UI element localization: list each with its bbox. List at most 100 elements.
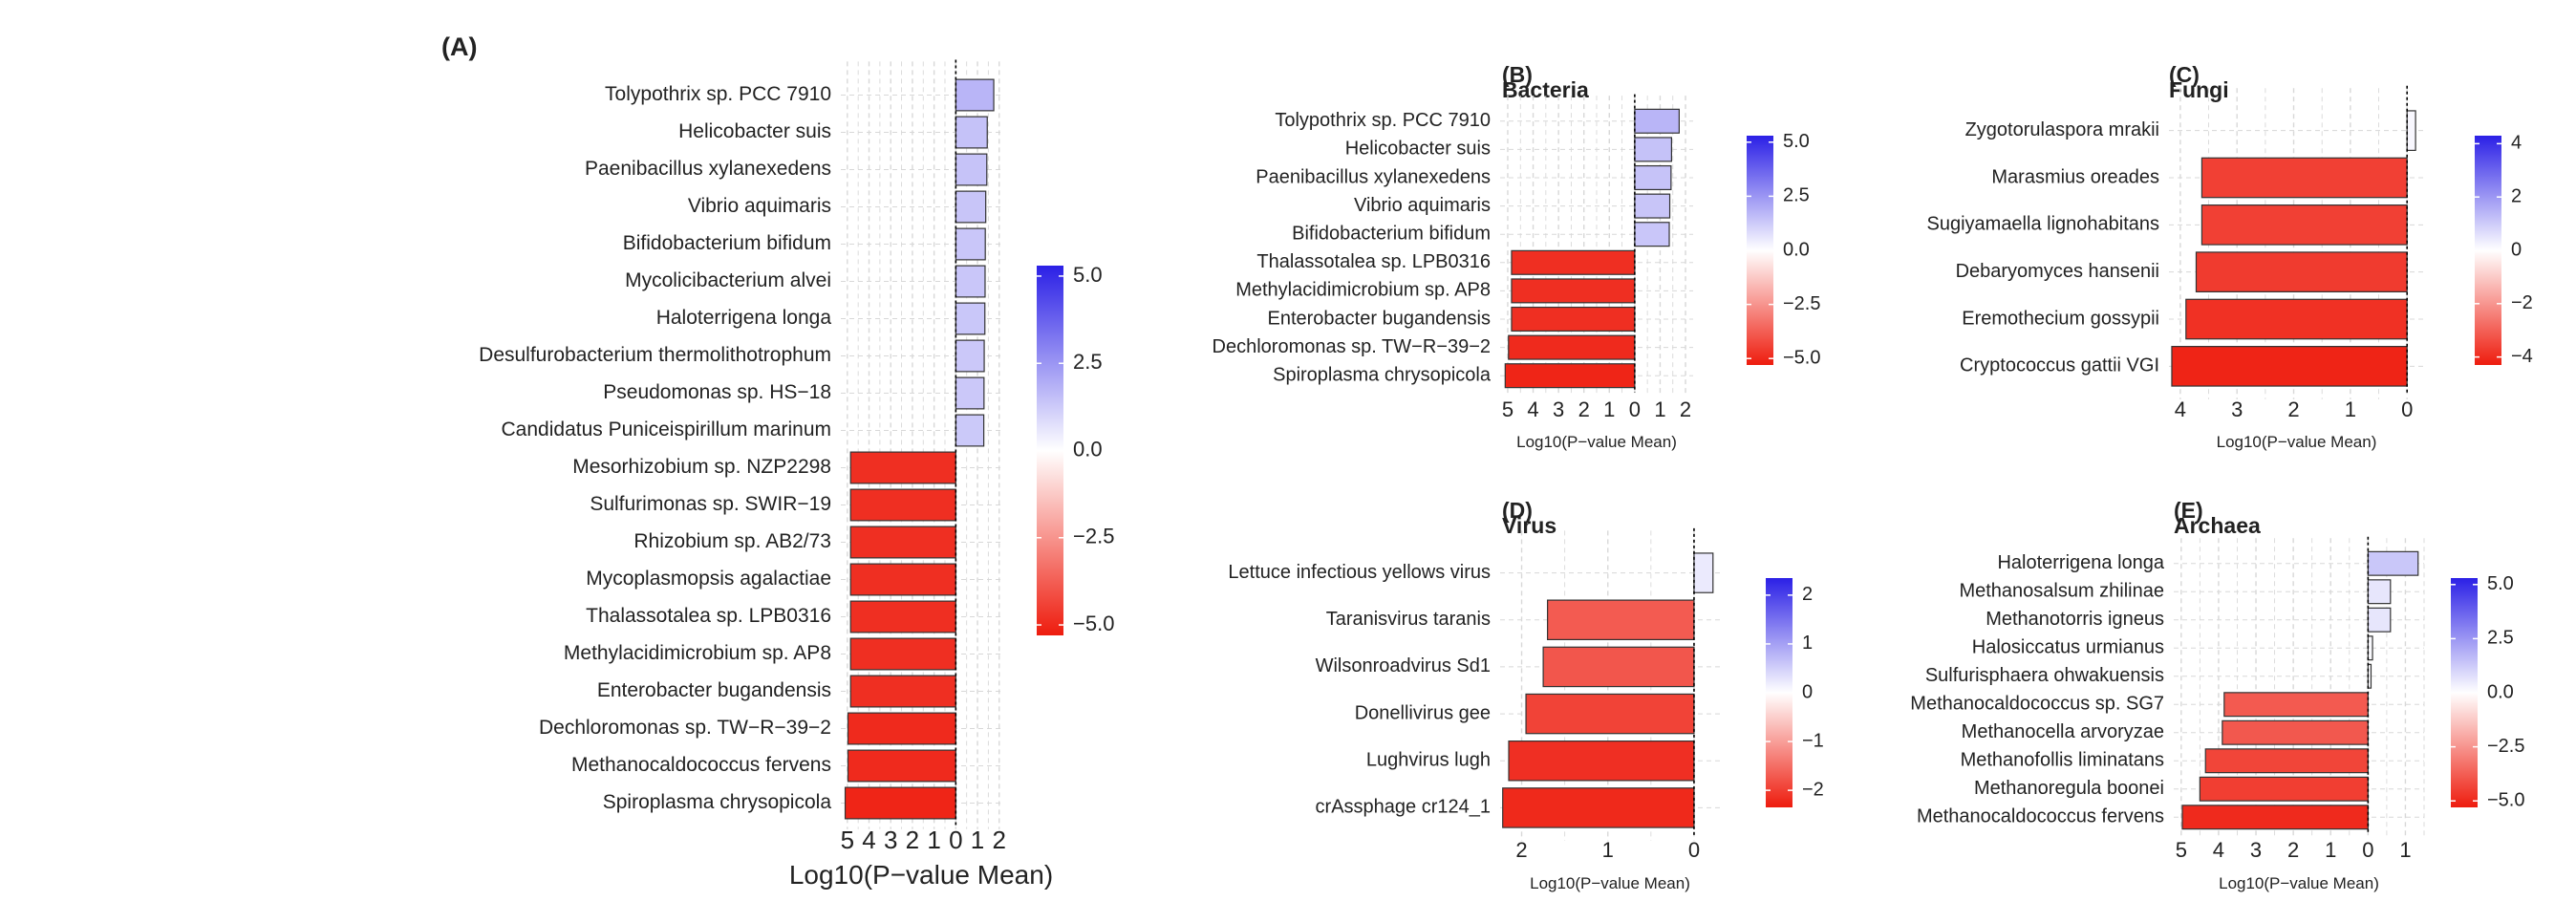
category-label: Methanocaldococcus sp. SG7 [1910,694,2164,715]
bar-debaryomyces-hansenii [2195,251,2408,292]
category-label: Helicobacter suis [678,120,831,142]
bar-vibrio-aquimaris [955,190,987,224]
bar-methanocaldococcus-fervens [2181,805,2369,830]
bar-donellivirus-gee [1525,693,1695,735]
category-label: Methanocaldococcus fervens [571,754,831,776]
x-axis-title: Log10(P−value Mean) [1530,874,1690,892]
bar-dechloromonas-sp-tw-r-39-2 [1508,334,1636,360]
panel-title: Virus [1502,513,1556,538]
x-tick-label: 5 [1502,397,1513,421]
category-label: Methanofollis liminatans [1961,750,2164,771]
bar-paenibacillus-xylanexedens [1634,164,1672,191]
bar-sulfurimonas-sp-swir-19 [849,488,956,522]
bar-thalassotalea-sp-lpb0316 [1511,249,1636,275]
category-label: crAssphage cr124_1 [1316,797,1491,818]
bar-methanotorris-igneus [2367,607,2392,633]
category-label: Cryptococcus gattii VGI [1960,355,2159,376]
x-tick-label: 2 [2287,838,2299,862]
bar-mycoplasmopsis-agalactiae [849,563,956,596]
category-label: Thalassotalea sp. LPB0316 [1256,251,1491,272]
category-label: Helicobacter suis [1345,139,1491,160]
category-label: Mycolicibacterium alvei [625,269,831,291]
x-tick-label: 3 [1553,397,1564,421]
x-tick-label: 0 [2401,397,2413,421]
category-label: Mycoplasmopsis agalactiae [586,568,831,590]
bar-mycolicibacterium-alvei [955,265,986,298]
bar-helicobacter-suis [1634,137,1673,162]
bar-lughvirus-lugh [1508,740,1695,782]
bar-thalassotalea-sp-lpb0316 [849,600,956,633]
bar-haloterrigena-longa [955,302,986,335]
panel-label: (D) [1502,498,1533,523]
category-label: Rhizobium sp. AB2/73 [633,530,831,552]
x-tick-label: 1 [1603,397,1615,421]
bar-wilsonroadvirus-sd1 [1542,646,1695,688]
category-label: Methanosalsum zhilinae [1959,581,2164,602]
category-label: Donellivirus gee [1355,702,1491,723]
category-label: Mesorhizobium sp. NZP2298 [572,456,831,478]
x-tick-label: 5 [2176,838,2187,862]
bar-methylacidimicrobium-sp-ap8 [1511,278,1636,304]
category-label: Halosiccatus urmianus [1972,637,2164,658]
panel-label: (C) [2169,62,2200,87]
x-tick-label: 1 [927,826,940,854]
legend-tick-label: −5.0 [1783,347,1820,368]
bar-spiroplasma-chrysopicola [844,786,956,820]
category-label: Sulfurimonas sp. SWIR−19 [590,493,831,515]
bar-methanocella-arvoryzae [2222,719,2369,745]
category-label: Taranisvirus taranis [1326,609,1491,630]
legend-tick-label: 0 [2511,239,2522,260]
legend-tick-label: 1 [1802,633,1813,654]
category-label: Methylacidimicrobium sp. AP8 [1235,280,1491,301]
category-label: Tolypothrix sp. PCC 7910 [1275,110,1491,131]
category-label: Tolypothrix sp. PCC 7910 [605,83,831,105]
legend-tick-label: −2.5 [2487,736,2524,757]
legend-tick-label: −5.0 [1073,612,1114,635]
bar-methanosalsum-zhilinae [2367,579,2392,605]
category-label: Bifidobacterium bifidum [623,232,831,254]
legend-tick-label: 5.0 [2487,573,2514,594]
category-label: Paenibacillus xylanexedens [585,158,831,180]
legend-tick-label: 5.0 [1073,263,1103,287]
x-tick-label: 0 [1629,397,1641,421]
category-label: Bifidobacterium bifidum [1292,223,1491,244]
legend-tick-label: −5.0 [2487,789,2524,810]
bar-rhizobium-sp-ab2-73 [849,526,956,559]
bar-crassphage-cr124-1 [1502,787,1695,828]
panel-label: (A) [441,32,477,61]
panel-a-bacteria-overall: (A) Tolypothrix sp. PCC 7910 Helicobacter … [441,32,1114,890]
bar-tolypothrix-sp-pcc-7910 [955,78,995,112]
category-label: Candidatus Puniceispirillum marinum [502,419,831,440]
bar-methanocaldococcus-sp-sg7 [2223,692,2369,718]
bar-methanocaldococcus-fervens [847,749,956,783]
bar-sugiyamaella-lignohabitans [2200,204,2408,246]
legend-tick-label: −2.5 [1783,293,1820,314]
bar-enterobacter-bugandensis [1511,306,1636,333]
category-label: Haloterrigena longa [656,307,832,329]
x-tick-label: 0 [949,826,962,854]
panel-label: (E) [2174,498,2203,523]
x-tick-label: 2 [1515,838,1527,862]
bar-methylacidimicrobium-sp-ap8 [849,637,956,671]
category-label: Pseudomonas sp. HS−18 [603,381,831,403]
bar-lettuce-infectious-yellows-virus [1693,552,1714,593]
legend-tick-label: 4 [2511,133,2522,154]
legend-tick-label: −1 [1802,730,1824,751]
bar-spiroplasma-chrysopicola [1504,363,1636,389]
category-label: Lettuce infectious yellows virus [1228,562,1491,583]
x-tick-label: 1 [1654,397,1665,421]
bar-pseudomonas-sp-hs-18 [955,376,985,410]
bar-bifidobacterium-bifidum [955,227,986,261]
x-tick-label: 2 [992,826,1005,854]
category-label: Desulfurobacterium thermolithotrophum [479,344,831,366]
bar-enterobacter-bugandensis [849,675,956,708]
x-tick-label: 1 [1602,838,1614,862]
category-label: Methanocaldococcus fervens [1917,806,2164,827]
category-label: Dechloromonas sp. TW−R−39−2 [539,717,831,739]
legend-tick-label: 0 [1802,681,1813,702]
legend-tick-label: 0.0 [1783,239,1810,260]
panel-title: Fungi [2169,77,2229,102]
bar-desulfurobacterium-thermolithotrophum [955,339,985,373]
